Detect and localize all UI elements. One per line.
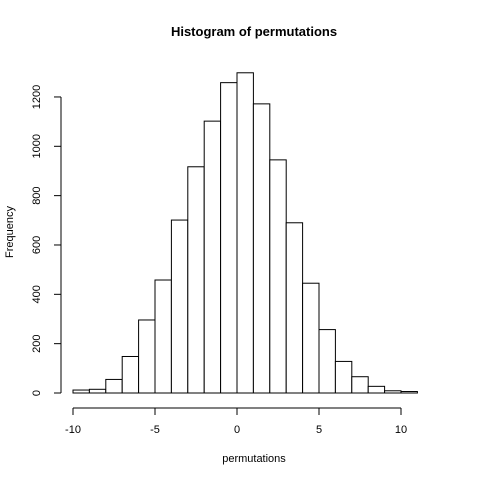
bars-group (72, 72, 418, 394)
y-tick-label: 600 (31, 236, 43, 254)
y-tick-label: 200 (31, 334, 43, 352)
y-tick-label: 1200 (31, 85, 43, 109)
y-tick-label: 800 (31, 186, 43, 204)
x-tick-label: -10 (65, 424, 81, 436)
histogram-bar (367, 385, 386, 394)
y-tick-label: 1000 (31, 134, 43, 158)
x-axis: -10 -5 0 5 10 (65, 407, 407, 436)
histogram-bar (170, 219, 189, 394)
histogram-bar (105, 378, 123, 394)
histogram-bar (154, 279, 172, 394)
histogram-bar (236, 72, 254, 394)
x-axis-label: permutations (222, 453, 286, 465)
chart-title: Histogram of permutations (171, 24, 337, 39)
histogram-bar (220, 82, 238, 394)
histogram-bar (72, 389, 90, 394)
histogram-bar (252, 103, 271, 394)
x-tick-label: 5 (316, 424, 322, 436)
histogram-bar (269, 159, 287, 394)
y-tick-label: 0 (31, 390, 43, 396)
histogram-bar (187, 166, 205, 394)
histogram-bar (138, 319, 156, 394)
histogram-bar (302, 282, 320, 394)
histogram-bar (384, 390, 402, 394)
x-tick-label: 10 (395, 424, 407, 436)
histogram-bar (351, 376, 369, 394)
histogram-bar (121, 355, 140, 394)
histogram-bar (318, 329, 336, 394)
y-axis-label: Frequency (4, 206, 16, 258)
x-tick-label: 0 (234, 424, 240, 436)
x-tick-label: -5 (150, 424, 160, 436)
histogram-bar (400, 391, 418, 394)
histogram-bar (334, 360, 353, 394)
y-axis: 0 200 400 600 800 1000 1200 (31, 85, 62, 396)
y-tick-label: 400 (31, 285, 43, 303)
histogram-bar (88, 388, 107, 394)
histogram-bar (285, 222, 304, 394)
histogram-bar (203, 120, 222, 394)
